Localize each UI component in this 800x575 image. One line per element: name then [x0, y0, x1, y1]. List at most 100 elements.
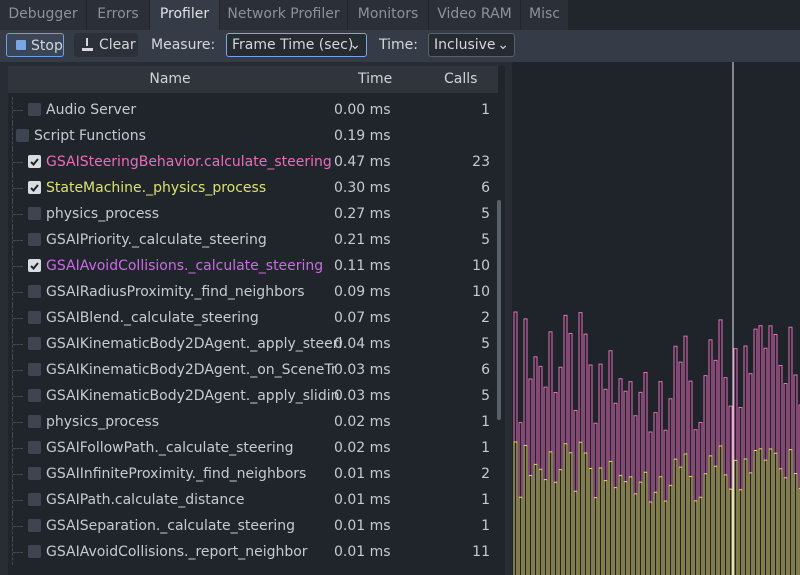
time-dropdown[interactable]: Inclusive⌄ [428, 33, 515, 57]
tree-guide [13, 292, 23, 293]
tree-guide [13, 162, 23, 163]
tree-guide [13, 214, 23, 215]
tree-guide [13, 526, 23, 527]
checkbox[interactable] [28, 519, 41, 532]
tree-guide [13, 266, 23, 267]
tab[interactable]: Monitors [348, 0, 428, 30]
tree-row[interactable]: GSAIBlend._calculate_steering 0.07 ms 2 [8, 305, 498, 331]
function-time: 0.21 ms [334, 227, 391, 253]
function-time: 0.01 ms [334, 461, 391, 487]
function-calls: 10 [472, 253, 490, 279]
function-calls: 1 [481, 487, 490, 513]
function-name: GSAIPath.calculate_distance [46, 487, 245, 513]
checkbox[interactable] [28, 155, 41, 168]
tree-row[interactable]: physics_process 0.02 ms 1 [8, 409, 498, 435]
clear-button[interactable]: Clear [74, 33, 138, 57]
checkbox[interactable] [28, 545, 41, 558]
tree-guide [13, 188, 23, 189]
tree-guide [13, 422, 23, 423]
tree-row[interactable]: GSAISteeringBehavior.calculate_steering0… [8, 149, 498, 175]
function-time: 0.03 ms [334, 357, 391, 383]
tree-row[interactable]: GSAIAvoidCollisions._report_neighbor0.01… [8, 539, 498, 565]
tree-row[interactable]: GSAIPath.calculate_distance0.01 ms1 [8, 487, 498, 513]
function-calls: 1 [481, 513, 490, 539]
column-header[interactable]: Calls [444, 66, 477, 93]
tree-guide [13, 552, 23, 553]
function-calls: 6 [481, 357, 490, 383]
tree-row[interactable]: GSAIInfiniteProximity._find_neighbors0.0… [8, 461, 498, 487]
function-calls: 10 [472, 279, 490, 305]
checkbox[interactable] [28, 493, 41, 506]
checkbox[interactable] [28, 103, 41, 116]
function-calls: 2 [481, 305, 490, 331]
column-header[interactable]: Time [358, 66, 392, 93]
function-calls: 1 [481, 409, 490, 435]
checkbox[interactable] [28, 259, 41, 272]
function-calls: 1 [481, 97, 490, 123]
function-name: Script Functions [34, 123, 146, 149]
function-time: 0.03 ms [334, 383, 391, 409]
function-name: GSAIAvoidCollisions._report_neighbor [46, 539, 308, 565]
checkbox[interactable] [28, 363, 41, 376]
function-time: 0.11 ms [334, 253, 391, 279]
checkbox[interactable] [28, 467, 41, 480]
function-calls: 5 [481, 331, 490, 357]
tree-row[interactable]: GSAIKinematicBody2DAgent._apply_slidin0.… [8, 383, 498, 409]
checkbox[interactable] [28, 389, 41, 402]
function-name: GSAISeparation._calculate_steering [46, 513, 295, 539]
checkbox[interactable] [28, 285, 41, 298]
tab[interactable]: Network Profiler [220, 0, 347, 30]
function-name: physics_process [46, 201, 159, 227]
checkbox[interactable] [28, 441, 41, 454]
function-time: 0.01 ms [334, 513, 391, 539]
tree-row[interactable]: GSAISeparation._calculate_steering 0.01 m… [8, 513, 498, 539]
tree-row[interactable]: Audio Server0.00 ms1 [8, 97, 498, 123]
checkbox[interactable] [28, 311, 41, 324]
tab[interactable]: Video RAM [429, 0, 520, 30]
function-name: GSAIBlend._calculate_steering [46, 305, 259, 331]
tree-row[interactable]: GSAIRadiusProximity._find_neighbors0.09 … [8, 279, 498, 305]
tree-row[interactable]: Script Functions0.19 ms [8, 123, 498, 149]
stop-button[interactable]: Stop [6, 33, 64, 57]
checkbox[interactable] [28, 415, 41, 428]
function-name: GSAIFollowPath._calculate_steering [46, 435, 294, 461]
function-time: 0.47 ms [334, 149, 391, 175]
profiler-tree: Name Time Calls Audio Server0.00 ms1Script… [8, 66, 505, 575]
function-name: GSAIPriority._calculate_steering [46, 227, 267, 253]
function-calls: 5 [481, 383, 490, 409]
tree-guide [13, 396, 23, 397]
function-time: 0.02 ms [334, 409, 391, 435]
tree-row[interactable]: GSAIAvoidCollisions._calculate_steering0… [8, 253, 498, 279]
function-time: 0.02 ms [334, 435, 391, 461]
function-name: GSAIKinematicBody2DAgent._apply_slidin [46, 383, 339, 409]
checkbox[interactable] [28, 337, 41, 350]
column-header[interactable]: Name [8, 66, 332, 93]
tab[interactable]: Errors [87, 0, 149, 30]
tab[interactable]: Profiler [150, 0, 219, 30]
function-calls: 2 [481, 461, 490, 487]
tab[interactable]: Debugger [0, 0, 86, 30]
tree-row[interactable]: GSAIKinematicBody2DAgent._apply_steeri0.… [8, 331, 498, 357]
function-time: 0.07 ms [334, 305, 391, 331]
checkbox[interactable] [28, 207, 41, 220]
measure-dropdown[interactable]: Frame Time (sec)⌄ [226, 33, 367, 57]
function-calls: 1 [481, 435, 490, 461]
function-name: physics_process [46, 409, 159, 435]
function-calls: 23 [472, 149, 490, 175]
tree-row[interactable]: StateMachine._physics_process0.30 ms6 [8, 175, 498, 201]
tree-guide [13, 344, 23, 345]
function-name: Audio Server [46, 97, 136, 123]
function-calls: 11 [472, 539, 490, 565]
tree-row[interactable]: physics_process0.27 ms5 [8, 201, 498, 227]
checkbox[interactable] [28, 181, 41, 194]
tree-row[interactable]: GSAIPriority._calculate_steering0.21 ms5 [8, 227, 498, 253]
checkbox[interactable] [16, 129, 29, 142]
tree-row[interactable]: GSAIFollowPath._calculate_steering 0.02 m… [8, 435, 498, 461]
function-name: GSAIKinematicBody2DAgent._apply_steeri [46, 331, 342, 357]
function-name: GSAIRadiusProximity._find_neighbors [46, 279, 305, 305]
checkbox[interactable] [28, 233, 41, 246]
tree-guide [13, 318, 23, 319]
tree-row[interactable]: GSAIKinematicBody2DAgent._on_SceneTr0.03… [8, 357, 498, 383]
tab[interactable]: Misc [521, 0, 568, 30]
